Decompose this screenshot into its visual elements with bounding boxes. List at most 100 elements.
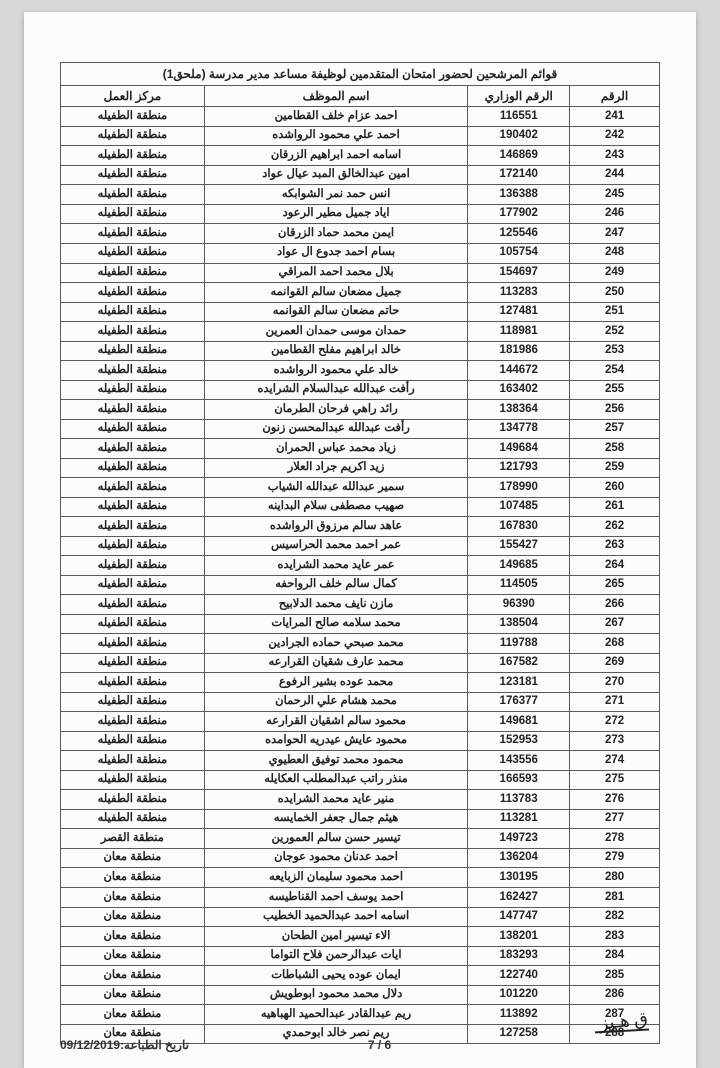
- cell-name: كمال سالم خلف الرواحفه: [204, 575, 468, 595]
- cell-w: منطقة الطفيله: [61, 107, 205, 127]
- cell-w: منطقة الطفيله: [61, 731, 205, 751]
- cell-name: احمد عزام خلف القطامين: [204, 107, 468, 127]
- table-row: 270123181محمد عوده بشير الرفوعمنطقة الطف…: [61, 673, 660, 693]
- cell-w: منطقة معان: [61, 927, 205, 947]
- cell-m: 181986: [468, 341, 570, 361]
- cell-w: منطقة الطفيله: [61, 165, 205, 185]
- cell-w: منطقة الطفيله: [61, 126, 205, 146]
- cell-m: 105754: [468, 243, 570, 263]
- cell-m: 154697: [468, 263, 570, 283]
- cell-w: منطقة الطفيله: [61, 556, 205, 576]
- table-row: 241116551احمد عزام خلف القطامينمنطقة الط…: [61, 107, 660, 127]
- cell-w: منطقة الطفيله: [61, 673, 205, 693]
- cell-n: 286: [570, 985, 660, 1005]
- cell-name: ايات عبدالرحمن فلاح التواما: [204, 946, 468, 966]
- cell-w: منطقة الطفيله: [61, 380, 205, 400]
- cell-n: 255: [570, 380, 660, 400]
- cell-m: 176377: [468, 692, 570, 712]
- cell-n: 254: [570, 361, 660, 381]
- cell-n: 243: [570, 146, 660, 166]
- table-row: 249154697بلال محمد احمد المراقيمنطقة الط…: [61, 263, 660, 283]
- cell-name: خالد علي محمود الرواشده: [204, 361, 468, 381]
- cell-name: محمود عايش عيدريه الحوامده: [204, 731, 468, 751]
- table-row: 262167830عاهد سالم مرزوق الرواشدهمنطقة ا…: [61, 517, 660, 537]
- table-row: 252118981حمدان موسى حمدان العمرينمنطقة ا…: [61, 322, 660, 342]
- table-row: 281162427احمد يوسف احمد القناطيسهمنطقة م…: [61, 888, 660, 908]
- table-row: 271176377محمد هشام علي الرحمانمنطقة الطف…: [61, 692, 660, 712]
- table-row: 278149723تيسير حسن سالم العمورينمنطقة ال…: [61, 829, 660, 849]
- cell-n: 259: [570, 458, 660, 478]
- cell-n: 245: [570, 185, 660, 205]
- table-row: 280130195احمد محمود سليمان الزبايعهمنطقة…: [61, 868, 660, 888]
- cell-w: منطقة معان: [61, 868, 205, 888]
- cell-m: 138364: [468, 400, 570, 420]
- cell-n: 285: [570, 966, 660, 986]
- cell-w: منطقة معان: [61, 966, 205, 986]
- table-row: 283138201الاء تيسير امين الطحانمنطقة معا…: [61, 927, 660, 947]
- col-header-name: اسم الموظف: [204, 86, 468, 107]
- cell-n: 273: [570, 731, 660, 751]
- cell-m: 146869: [468, 146, 570, 166]
- table-row: 265114505كمال سالم خلف الرواحفهمنطقة الط…: [61, 575, 660, 595]
- table-row: 245136388انس حمد نمر الشوابكهمنطقة الطفي…: [61, 185, 660, 205]
- cell-name: جميل مضعان سالم القوانمه: [204, 283, 468, 303]
- cell-m: 172140: [468, 165, 570, 185]
- cell-name: زياد محمد عباس الحمران: [204, 439, 468, 459]
- cell-name: ايمان عوده يحيى الشباطات: [204, 966, 468, 986]
- cell-name: اسامه احمد عبدالحميد الخطيب: [204, 907, 468, 927]
- cell-n: 281: [570, 888, 660, 908]
- cell-w: منطقة الطفيله: [61, 634, 205, 654]
- cell-n: 283: [570, 927, 660, 947]
- cell-name: حاتم مضعان سالم القوانمه: [204, 302, 468, 322]
- cell-name: سمير عبدالله عبدالله الشياب: [204, 478, 468, 498]
- cell-w: منطقة الطفيله: [61, 439, 205, 459]
- cell-w: منطقة الطفيله: [61, 204, 205, 224]
- cell-n: 284: [570, 946, 660, 966]
- signature: ق هـيز: [593, 1008, 649, 1035]
- cell-m: 130195: [468, 868, 570, 888]
- table-row: 243146869اسامه احمد ابراهيم الزرقانمنطقة…: [61, 146, 660, 166]
- cell-n: 261: [570, 497, 660, 517]
- cell-n: 246: [570, 204, 660, 224]
- cell-n: 274: [570, 751, 660, 771]
- table-row: 247125546ايمن محمد حماد الزرقانمنطقة الط…: [61, 224, 660, 244]
- cell-w: منطقة معان: [61, 946, 205, 966]
- cell-name: احمد عدنان محمود عوجان: [204, 848, 468, 868]
- document-page: قوائم المرشحين لحضور امتحان المتقدمين لو…: [24, 12, 696, 1068]
- cell-name: عمر احمد محمد الحراسيس: [204, 536, 468, 556]
- cell-name: دلال محمد محمود ابوطويش: [204, 985, 468, 1005]
- table-row: 261107485صهيب مصطفى سلام البداينهمنطقة ا…: [61, 497, 660, 517]
- table-row: 246177902اياد جميل مطير الرعودمنطقة الطف…: [61, 204, 660, 224]
- cell-m: 113783: [468, 790, 570, 810]
- cell-w: منطقة الطفيله: [61, 322, 205, 342]
- table-row: 284183293ايات عبدالرحمن فلاح التوامامنطق…: [61, 946, 660, 966]
- table-row: 269167582محمد عارف شقيان القرارعهمنطقة ا…: [61, 653, 660, 673]
- cell-n: 265: [570, 575, 660, 595]
- table-row: 274143556محمود محمد توفيق العطيويمنطقة ا…: [61, 751, 660, 771]
- cell-m: 101220: [468, 985, 570, 1005]
- cell-w: منطقة الطفيله: [61, 653, 205, 673]
- cell-m: 136204: [468, 848, 570, 868]
- cell-name: عاهد سالم مرزوق الرواشده: [204, 517, 468, 537]
- cell-name: امين عبدالخالق المبد عيال عواد: [204, 165, 468, 185]
- cell-n: 279: [570, 848, 660, 868]
- cell-m: 162427: [468, 888, 570, 908]
- cell-name: احمد علي محمود الرواشده: [204, 126, 468, 146]
- cell-n: 257: [570, 419, 660, 439]
- cell-name: اسامه احمد ابراهيم الزرقان: [204, 146, 468, 166]
- cell-m: 163402: [468, 380, 570, 400]
- cell-n: 278: [570, 829, 660, 849]
- cell-m: 118981: [468, 322, 570, 342]
- col-header-ministry: الرقم الوزاري: [468, 86, 570, 107]
- cell-name: محمد هشام علي الرحمان: [204, 692, 468, 712]
- cell-name: زيد اكريم جراد العلار: [204, 458, 468, 478]
- candidates-table: قوائم المرشحين لحضور امتحان المتقدمين لو…: [60, 62, 660, 1044]
- cell-name: ايمن محمد حماد الزرقان: [204, 224, 468, 244]
- cell-n: 263: [570, 536, 660, 556]
- cell-n: 241: [570, 107, 660, 127]
- table-row: 260178990سمير عبدالله عبدالله الشيابمنطق…: [61, 478, 660, 498]
- table-row: 251127481حاتم مضعان سالم القوانمهمنطقة ا…: [61, 302, 660, 322]
- cell-m: 149681: [468, 712, 570, 732]
- cell-w: منطقة الطفيله: [61, 751, 205, 771]
- cell-w: منطقة الطفيله: [61, 497, 205, 517]
